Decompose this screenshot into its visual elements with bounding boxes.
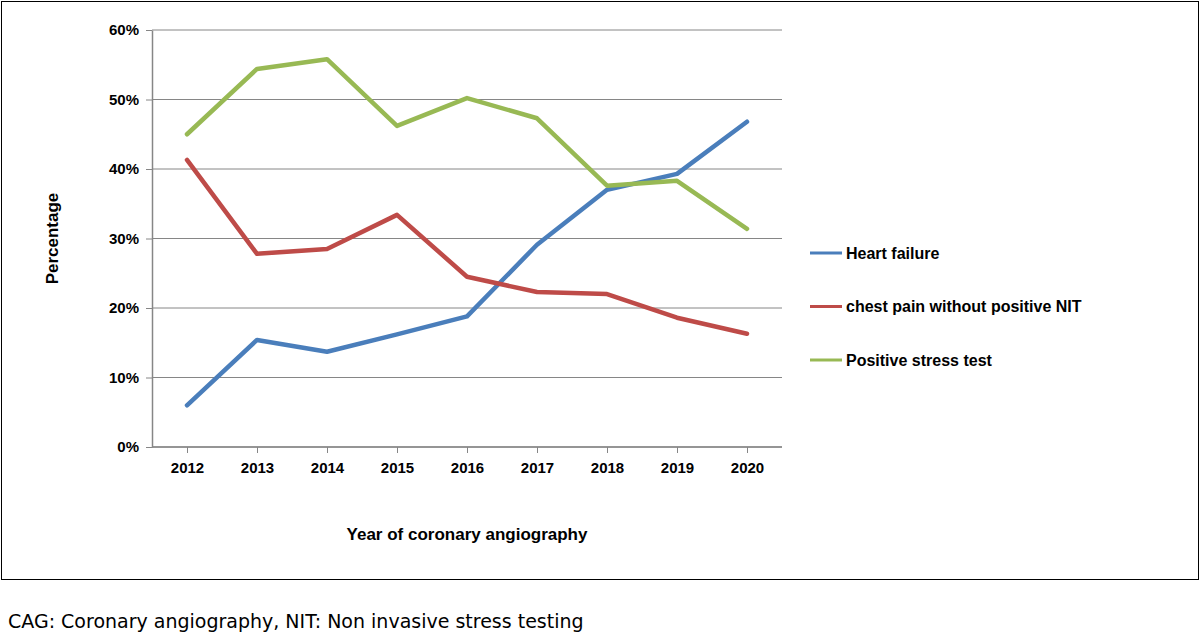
x-tick-mark: [187, 447, 188, 453]
x-tick-mark: [257, 447, 258, 453]
x-tick: 2020: [731, 447, 764, 476]
chart-border: [2, 2, 1199, 580]
y-tick: 40%: [109, 160, 152, 177]
x-tick-label: 2012: [171, 459, 204, 476]
x-tick-mark: [397, 447, 398, 453]
y-tick: 0%: [117, 438, 152, 455]
x-tick-mark: [327, 447, 328, 453]
legend-swatch: [810, 305, 842, 308]
x-tick-mark: [467, 447, 468, 453]
x-tick-label: 2016: [451, 459, 484, 476]
y-tick: 60%: [109, 21, 152, 38]
legend-swatch: [810, 359, 842, 362]
x-tick: 2012: [171, 447, 204, 476]
x-tick-label: 2017: [521, 459, 554, 476]
legend-label: Heart failure: [846, 245, 939, 262]
x-tick-mark: [747, 447, 748, 453]
y-tick-mark: [146, 447, 152, 448]
y-tick-label: 50%: [109, 91, 139, 108]
x-tick: 2013: [241, 447, 274, 476]
y-tick: 10%: [109, 369, 152, 386]
y-axis: 0% 10% 20% 30% 40% 50% 60%: [109, 21, 153, 455]
series-line: [187, 160, 747, 334]
x-tick-mark: [537, 447, 538, 453]
x-tick-label: 2015: [381, 459, 414, 476]
grid: [152, 30, 782, 447]
x-tick: 2016: [451, 447, 484, 476]
y-tick-label: 0%: [117, 438, 139, 455]
y-tick-mark: [146, 169, 152, 170]
x-tick-label: 2020: [731, 459, 764, 476]
x-axis: 2012 2013 2014 2015 2016 2017 2018 2019 2020: [152, 447, 782, 476]
x-tick-label: 2013: [241, 459, 274, 476]
legend: Heart failure chest pain without positive…: [810, 245, 1082, 369]
y-tick-mark: [146, 378, 152, 379]
grid-line: [152, 308, 782, 309]
y-tick: 50%: [109, 91, 152, 108]
x-axis-title: Year of coronary angiography: [347, 525, 588, 544]
legend-label: Positive stress test: [846, 352, 993, 369]
x-tick-mark: [677, 447, 678, 453]
chart: 0% 10% 20% 30% 40% 50% 60% 2012 2013 2014 2015 2016…: [0, 0, 1200, 639]
x-tick-label: 2014: [311, 459, 345, 476]
series-line: [187, 59, 747, 229]
lines: [187, 59, 747, 405]
grid-line: [152, 377, 782, 378]
x-tick: 2015: [381, 447, 414, 476]
y-tick-label: 60%: [109, 21, 139, 38]
legend-label: chest pain without positive NIT: [846, 298, 1082, 315]
x-tick-mark: [607, 447, 608, 453]
grid-line: [152, 30, 782, 31]
legend-swatch: [810, 252, 842, 255]
x-tick: 2017: [521, 447, 554, 476]
x-tick: 2014: [311, 447, 345, 476]
series-line: [187, 122, 747, 406]
caption: CAG: Coronary angiography, NIT: Non inva…: [8, 610, 584, 632]
y-tick-mark: [146, 30, 152, 31]
y-tick-mark: [146, 100, 152, 101]
y-axis-title: Percentage: [43, 193, 62, 285]
x-tick-label: 2019: [661, 459, 694, 476]
y-tick: 30%: [109, 230, 152, 247]
x-tick: 2018: [591, 447, 624, 476]
y-tick: 20%: [109, 299, 152, 316]
x-tick-label: 2018: [591, 459, 624, 476]
y-tick-label: 40%: [109, 160, 139, 177]
y-tick-label: 30%: [109, 230, 139, 247]
x-tick: 2019: [661, 447, 694, 476]
y-tick-mark: [146, 239, 152, 240]
y-tick-label: 20%: [109, 299, 139, 316]
y-tick-label: 10%: [109, 369, 139, 386]
y-tick-mark: [146, 308, 152, 309]
